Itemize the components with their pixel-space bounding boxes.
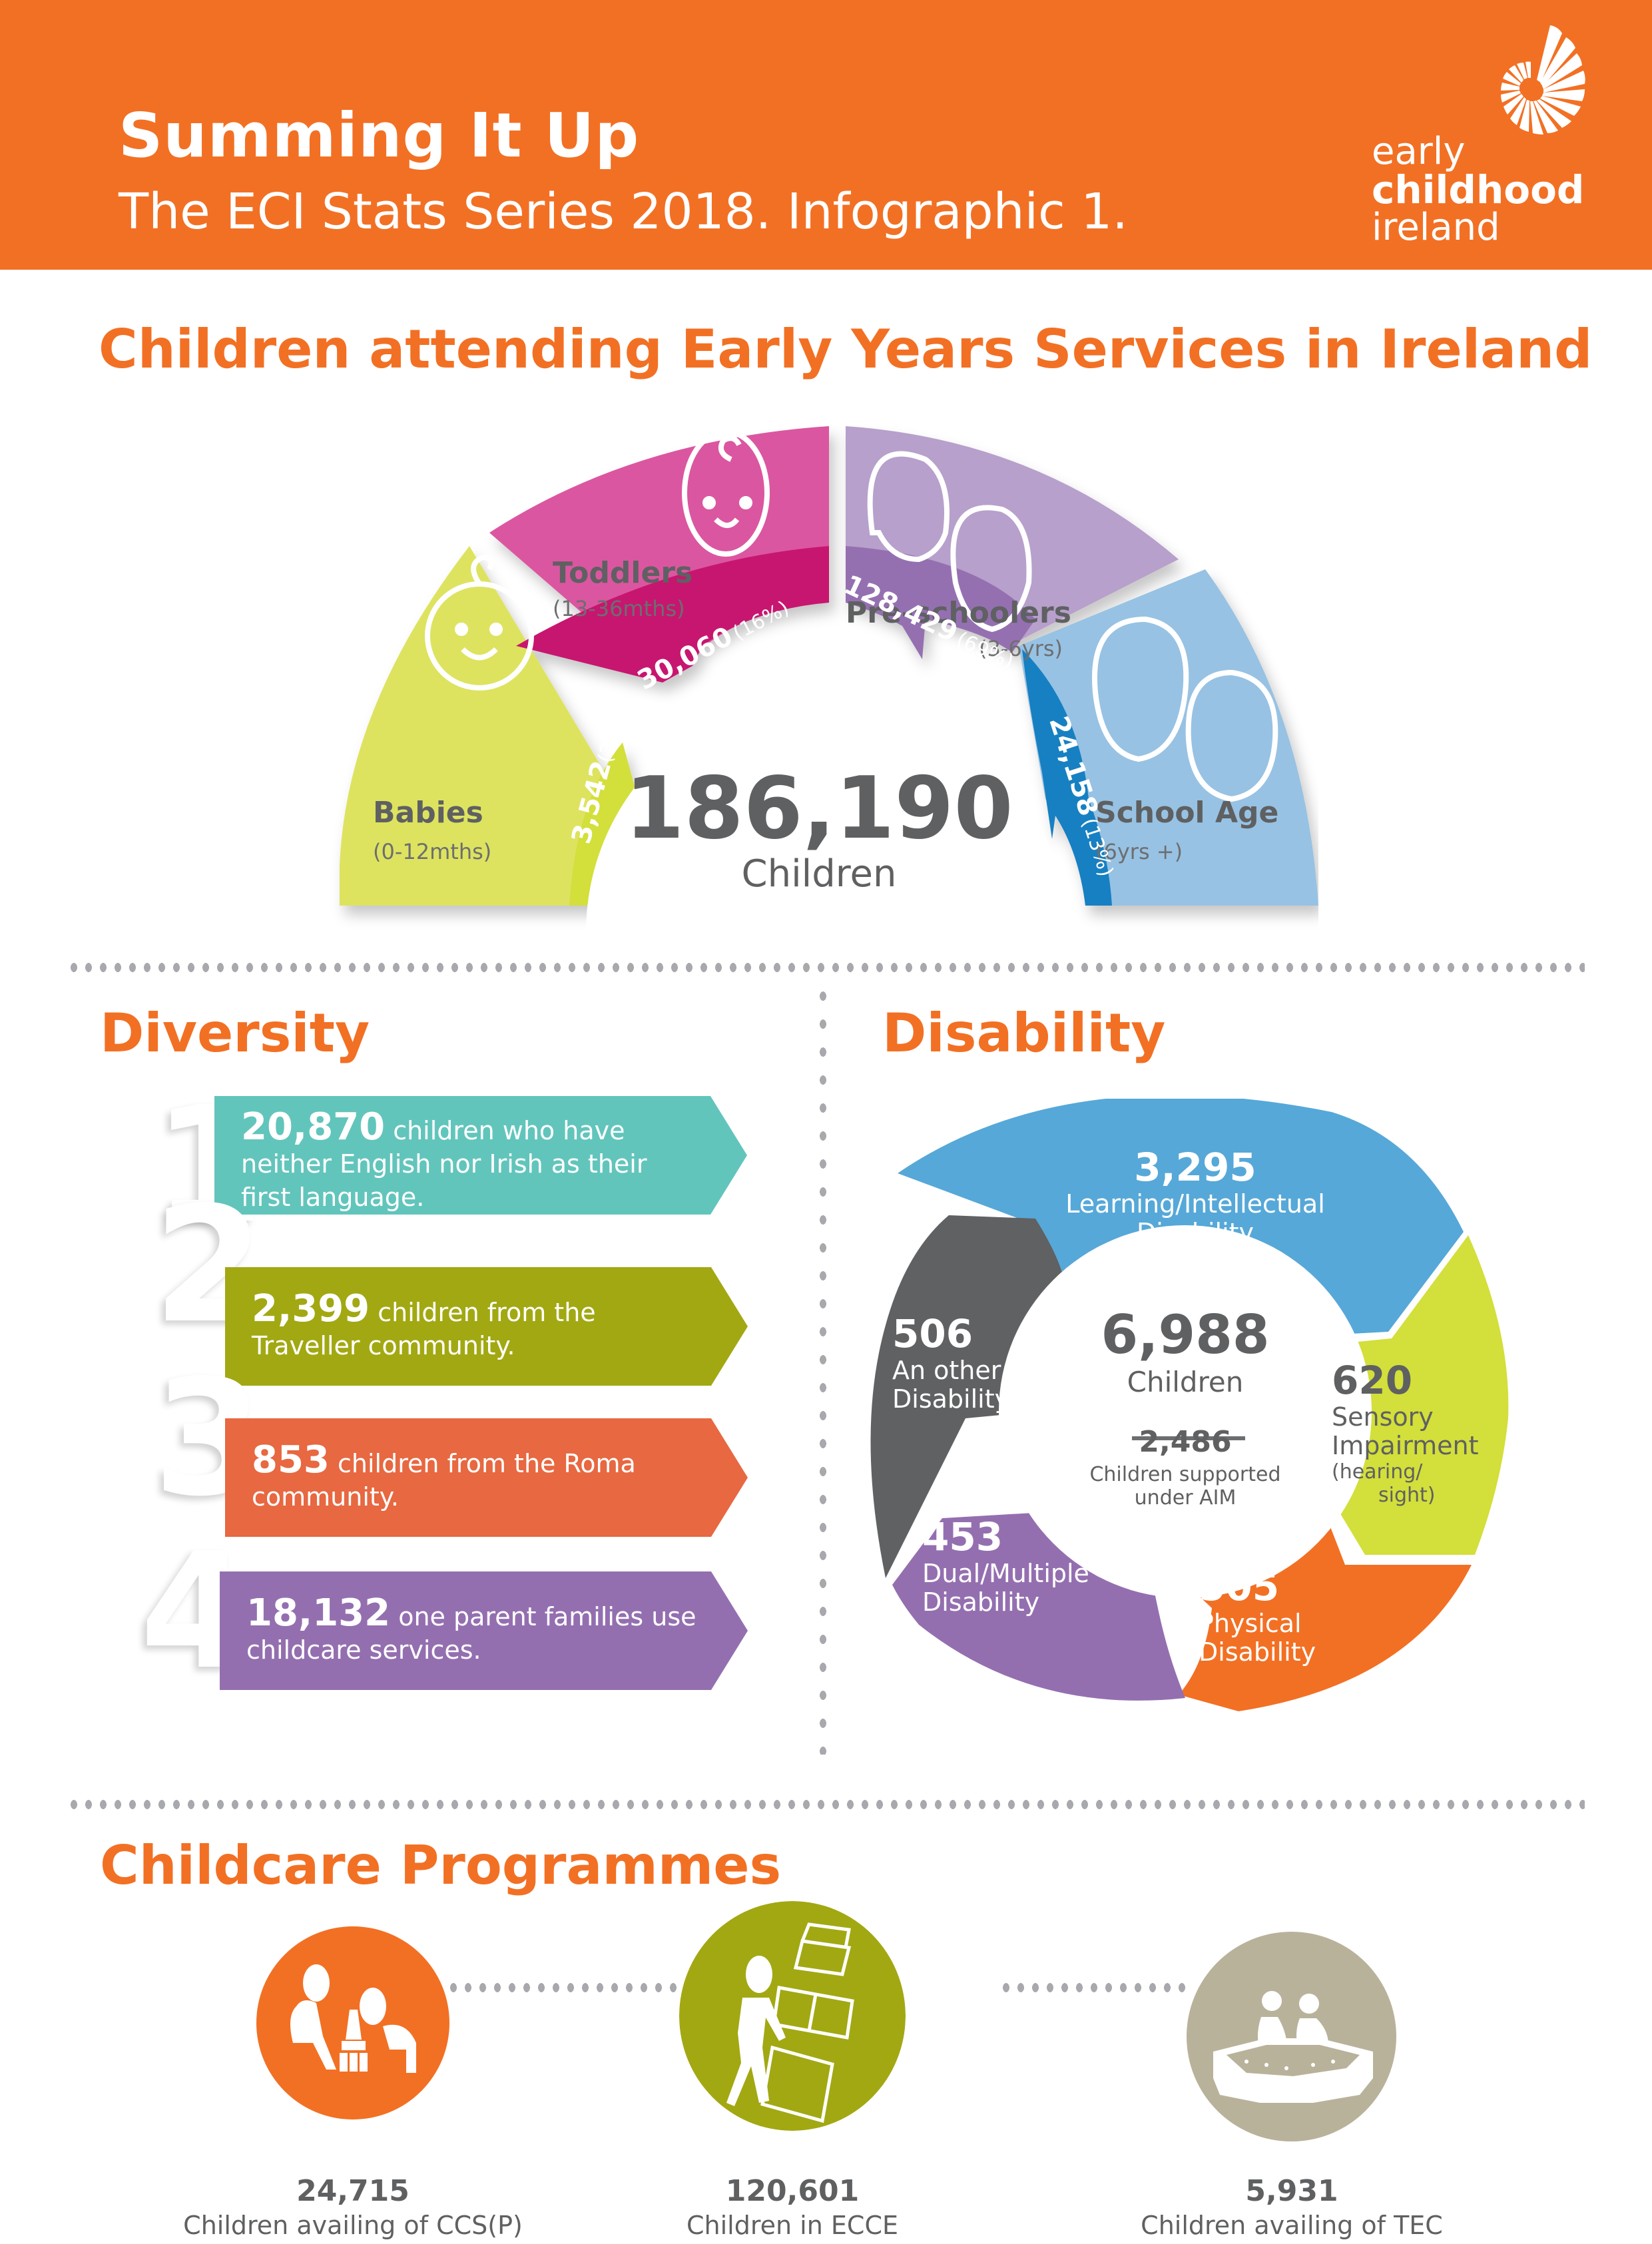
disability-total-label: Children bbox=[1127, 1366, 1244, 1398]
aim-total: 2,486 bbox=[1139, 1425, 1232, 1459]
diversity-text: one parent families use childcare servic… bbox=[246, 1602, 696, 1665]
eci-logo: early childhood ireland bbox=[1372, 25, 1591, 249]
segment-babies bbox=[340, 546, 653, 906]
attendance-arc-chart: Babies (0-12mths) Toddlers (13-36mths) P… bbox=[320, 426, 1318, 932]
school-age-faces-icon bbox=[1092, 616, 1189, 762]
aim-label-2: under AIM bbox=[1134, 1486, 1237, 1510]
aim-label-1: Children supported bbox=[1089, 1463, 1281, 1486]
section-divider bbox=[67, 963, 1585, 972]
attendance-total: 186,190 bbox=[625, 759, 1013, 858]
school-age-label: School Age bbox=[1095, 796, 1279, 830]
page-subtitle: The ECI Stats Series 2018. Infographic 1… bbox=[119, 183, 1128, 240]
diversity-number: 20,870 bbox=[241, 1105, 386, 1149]
toddlers-label: Toddlers bbox=[553, 556, 693, 590]
disability-heading: Disability bbox=[882, 1002, 1166, 1064]
dual-multiple-disability-label: 453 Dual/Multiple Disability bbox=[922, 1514, 1089, 1617]
tec-circle bbox=[1187, 1932, 1396, 2141]
sensory-impairment-label: 620 Sensory Impairment (hearing/ sight) bbox=[1332, 1358, 1479, 1507]
connector-dots bbox=[999, 1983, 1192, 1992]
toddlers-age: (13-36mths) bbox=[553, 596, 685, 621]
disability-total: 6,988 bbox=[1101, 1304, 1270, 1366]
logo-text-childhood: childhood bbox=[1372, 167, 1585, 212]
programmes-heading: Childcare Programmes bbox=[100, 1834, 782, 1896]
diversity-item: 853 children from the Roma community. bbox=[225, 1418, 758, 1537]
connector-dots bbox=[446, 1983, 679, 1992]
logo-text-ireland: ireland bbox=[1372, 206, 1500, 249]
children-sandpit-icon bbox=[1213, 1991, 1373, 2103]
attendance-total-label: Children bbox=[741, 852, 897, 896]
toddler-face-icon bbox=[682, 429, 770, 557]
tec-number: 5,931 bbox=[1245, 2174, 1338, 2208]
ecce-number: 120,601 bbox=[725, 2174, 860, 2208]
face-icons bbox=[425, 429, 1278, 802]
school-age-age: (6yrs +) bbox=[1095, 839, 1183, 864]
diversity-item: 20,870 children who have neither English… bbox=[214, 1096, 747, 1215]
ecce-label: Children in ECCE bbox=[687, 2211, 898, 2240]
diversity-item: 2,399 children from the Traveller commun… bbox=[225, 1267, 758, 1386]
ccsp-label: Children availing of CCS(P) bbox=[183, 2211, 523, 2240]
diversity-heading: Diversity bbox=[100, 1002, 370, 1064]
other-disability-label: 506 An other Disability bbox=[892, 1311, 1010, 1414]
page-title: Summing It Up bbox=[119, 100, 640, 171]
disability-ring-chart: 3,295 Learning/Intellectual Disability 6… bbox=[866, 1099, 1512, 1731]
section-divider bbox=[67, 1800, 1585, 1809]
tec-label: Children availing of TEC bbox=[1141, 2211, 1443, 2240]
child-hopscotch-icon bbox=[726, 1922, 854, 2123]
diversity-number: 18,132 bbox=[246, 1591, 391, 1635]
diversity-text: children from the Traveller community. bbox=[252, 1298, 596, 1360]
diversity-text: children who have neither English nor Ir… bbox=[241, 1116, 647, 1212]
disability-center: 6,988 Children 2,486 Children supported … bbox=[1065, 1308, 1305, 1510]
attendance-heading: Children attending Early Years Services … bbox=[99, 318, 1593, 380]
diversity-text: children from the Roma community. bbox=[252, 1449, 636, 1512]
ecce-circle bbox=[679, 1901, 906, 2131]
header-banner bbox=[0, 0, 1652, 270]
babies-label: Babies bbox=[373, 796, 483, 830]
diversity-number: 853 bbox=[252, 1438, 330, 1482]
segment-dual bbox=[892, 1512, 1185, 1701]
logo-text-early: early bbox=[1372, 130, 1466, 173]
diversity-item: 18,132 one parent families use childcare… bbox=[220, 1571, 752, 1690]
column-divider bbox=[818, 982, 828, 1755]
learning-disability-label: 3,295 Learning/Intellectual Disability bbox=[1065, 1145, 1325, 1248]
preschoolers-faces-icon bbox=[867, 451, 950, 563]
babies-age: (0-12mths) bbox=[373, 839, 492, 864]
segment-learning bbox=[898, 1099, 1464, 1338]
preschoolers-age: (3-6yrs) bbox=[979, 636, 1063, 661]
arc-segments bbox=[340, 426, 1318, 932]
diversity-number: 2,399 bbox=[252, 1287, 370, 1330]
segment-other bbox=[870, 1215, 1066, 1578]
physical-disability-label: 505 Physical Disability bbox=[1199, 1564, 1316, 1667]
preschoolers-label: Pre-schoolers bbox=[846, 596, 1071, 630]
children-building-blocks-icon bbox=[290, 1964, 416, 2073]
sunburst-logo-icon bbox=[1501, 25, 1585, 135]
ccsp-circle bbox=[256, 1926, 449, 2119]
ccsp-number: 24,715 bbox=[296, 2174, 410, 2208]
